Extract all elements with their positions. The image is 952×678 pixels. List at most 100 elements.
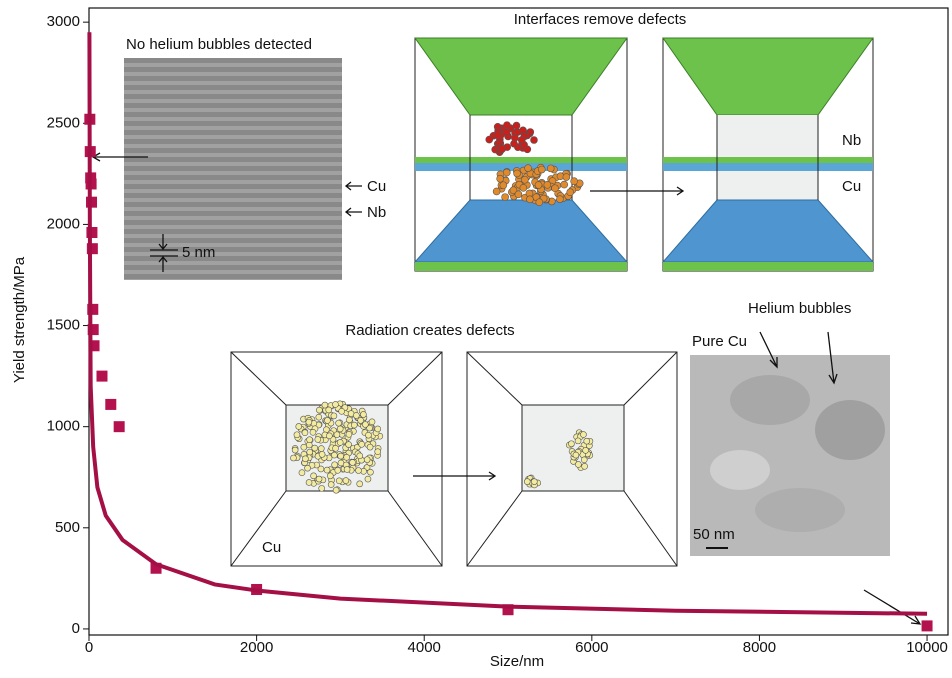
atom [334,432,340,438]
atom [503,169,510,176]
material-label: Cu [262,539,281,556]
atom [357,453,363,459]
atom [306,419,312,425]
atom [526,196,533,203]
atom [346,417,352,423]
atom [362,422,368,428]
atom [357,481,363,487]
atom [580,432,586,438]
y-tick-label: 500 [55,519,80,536]
atom [575,461,581,467]
atom [355,468,361,474]
atom [292,447,298,453]
interface-inset [663,38,873,271]
atom [375,426,381,432]
atom [518,136,525,143]
data-point [96,371,107,382]
data-point [105,399,116,410]
atom [337,426,343,432]
atom [316,407,322,413]
scale-label: 50 nm [693,526,735,543]
x-tick-label: 6000 [575,639,608,656]
atom [575,438,581,444]
atom [299,470,305,476]
atom [515,191,522,198]
atom [525,165,532,172]
y-tick-label: 3000 [47,13,80,30]
atom [500,182,507,189]
atom [582,463,588,469]
atom [305,465,311,471]
atom [524,479,530,485]
atom [360,411,366,417]
atom [312,445,318,451]
atom [294,432,300,438]
y-tick-label: 2000 [47,215,80,232]
tem-multilayer-inset [124,58,342,280]
atom [535,182,542,189]
arrow [864,590,920,624]
y-tick-label: 2500 [47,114,80,131]
atom [311,473,317,479]
atom [552,185,559,192]
atom [336,420,342,426]
arrow [346,208,362,216]
x-tick-label: 4000 [408,639,441,656]
atom [333,445,339,451]
atom [359,441,365,447]
atom [296,423,302,429]
atom [530,137,537,144]
atom [332,462,338,468]
atom [351,422,357,428]
inset-title: No helium bubbles detected [126,36,312,53]
atom [584,438,590,444]
atom [561,181,568,188]
atom [332,401,338,407]
atom [536,199,543,206]
arrow [346,182,362,190]
atom [338,453,344,459]
atom [339,408,345,414]
atom [502,194,509,201]
atom [531,479,537,485]
y-tick-label: 1500 [47,317,80,334]
y-axis-label: Yield strength/MPa [11,256,28,383]
atom [331,413,337,419]
atom [301,444,307,450]
data-point [114,421,125,432]
atom [364,457,370,463]
atom [344,454,350,460]
atom [514,170,521,177]
atom [486,136,493,143]
data-point [922,620,933,631]
atom [353,412,359,418]
atom [316,414,322,420]
atom [510,140,517,147]
atom [337,439,343,445]
atom [367,444,373,450]
atom [324,417,330,423]
atom [307,437,313,443]
layer-label: Nb [367,204,386,221]
scale-label: 5 nm [182,244,215,261]
atom [333,487,339,493]
atom [335,467,341,473]
atom [493,188,500,195]
layer-label: Nb [842,132,861,149]
atom [343,478,349,484]
atom [365,432,371,438]
atom [327,473,333,479]
inset-label: Pure Cu [692,333,747,350]
atom [310,429,316,435]
atom [302,456,308,462]
atom [319,451,325,457]
atom [306,479,312,485]
atom [513,122,520,129]
atom [571,178,578,185]
atom [367,469,373,475]
atom [573,452,579,458]
atom [375,449,381,455]
atom [326,407,332,413]
x-axis-label: Size/nm [490,653,544,670]
atom [349,459,355,465]
